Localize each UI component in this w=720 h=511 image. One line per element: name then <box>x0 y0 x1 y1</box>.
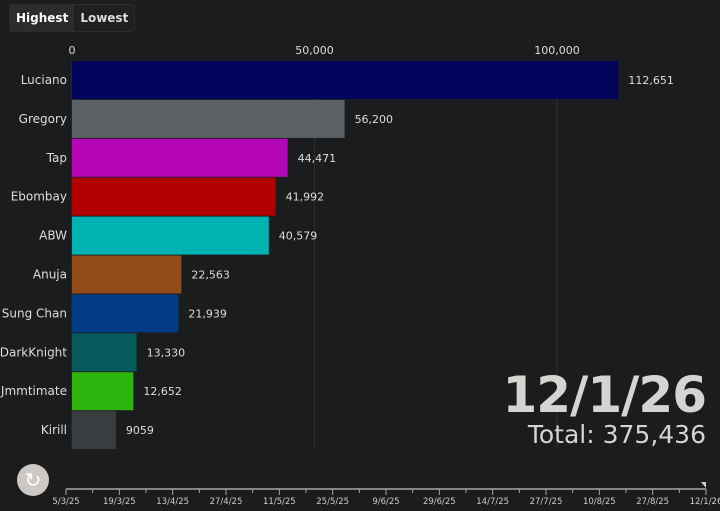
value-label: 21,939 <box>188 307 227 320</box>
timeline-label: 29/6/25 <box>423 497 456 507</box>
value-label: 9059 <box>126 424 154 437</box>
timeline-label: 19/3/25 <box>103 497 136 507</box>
x-tick-label: 0 <box>69 44 76 57</box>
category-label: Luciano <box>21 73 67 87</box>
sort-toggle: Highest Lowest <box>9 4 136 32</box>
bar-darkknight <box>72 333 137 372</box>
category-label: Kirill <box>41 423 67 437</box>
bar-sung-chan <box>72 294 179 333</box>
bar-tap <box>72 138 288 177</box>
value-label: 112,651 <box>628 74 674 87</box>
timeline-label: 11/5/25 <box>263 497 296 507</box>
timeline-handle[interactable] <box>701 482 706 488</box>
value-label: 22,563 <box>191 269 230 282</box>
category-label: Sung Chan <box>2 306 67 320</box>
value-label: 44,471 <box>298 152 337 165</box>
timeline-label: 25/5/25 <box>316 497 349 507</box>
timeline-label: 10/8/25 <box>583 497 616 507</box>
x-tick-label: 100,000 <box>534 44 580 57</box>
category-label: ABW <box>39 229 67 243</box>
category-label: Gregory <box>19 112 67 126</box>
value-label: 13,330 <box>147 346 186 359</box>
replay-icon: ↻ <box>24 468 42 492</box>
value-label: 56,200 <box>355 113 394 126</box>
bar-kirill <box>72 411 116 450</box>
value-label: 40,579 <box>279 230 318 243</box>
category-label: Ebombay <box>11 190 67 204</box>
timeline-label: 5/3/25 <box>52 497 79 507</box>
timeline-label: 27/7/25 <box>530 497 563 507</box>
category-label: Anuja <box>33 268 67 282</box>
timeline-label: 13/4/25 <box>156 497 189 507</box>
highest-button[interactable]: Highest <box>10 5 75 31</box>
bar-luciano <box>72 61 619 99</box>
timeline-label: 14/7/25 <box>476 497 509 507</box>
bar-abw <box>72 216 269 255</box>
timeline-label: 27/4/25 <box>210 497 243 507</box>
timeline-label: 12/1/26 <box>690 497 720 507</box>
bar-gregory <box>72 99 345 138</box>
category-label: DarkKnight <box>0 345 67 359</box>
lowest-button[interactable]: Lowest <box>80 11 129 25</box>
current-date-label: 12/1/26 <box>502 366 707 424</box>
value-label: 41,992 <box>286 191 325 204</box>
replay-button[interactable]: ↻ <box>17 464 49 496</box>
value-label: 12,652 <box>143 385 182 398</box>
timeline-label: 27/8/25 <box>636 497 669 507</box>
category-label: Jmmtimate <box>0 384 67 398</box>
bar-anuja <box>72 255 182 294</box>
timeline-label: 9/6/25 <box>372 497 399 507</box>
category-label: Tap <box>46 151 67 165</box>
bar-jmmtimate <box>72 372 134 411</box>
bar-ebombay <box>72 177 276 216</box>
x-tick-label: 50,000 <box>295 44 334 57</box>
total-label: Total: 375,436 <box>527 420 706 449</box>
